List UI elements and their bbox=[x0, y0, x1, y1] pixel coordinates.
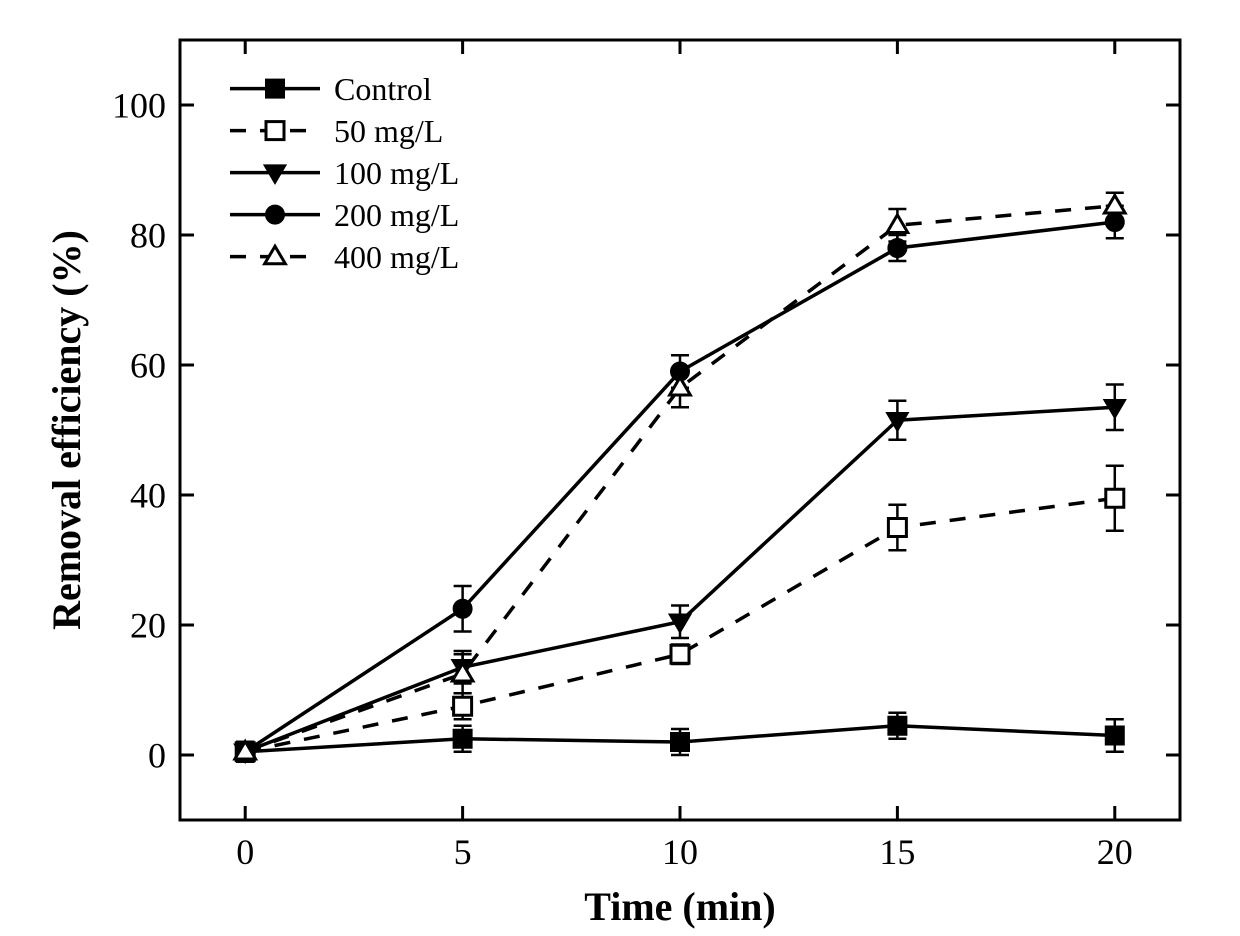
y-tick-label: 80 bbox=[130, 216, 166, 256]
y-tick-label: 20 bbox=[130, 606, 166, 646]
markers-group bbox=[235, 195, 1125, 762]
y-tick-label: 60 bbox=[130, 346, 166, 386]
x-tick-label: 20 bbox=[1097, 832, 1133, 872]
figure-container: 0 5 10 15 20 0 20 40 60 80 100 Time (min) Removal ef… bbox=[0, 0, 1240, 936]
series-line-d400 bbox=[245, 206, 1115, 752]
y-tick-label: 40 bbox=[130, 476, 166, 516]
legend-label-d400: 400 mg/L bbox=[334, 239, 459, 275]
x-tick-label: 15 bbox=[879, 832, 915, 872]
y-tick-label: 0 bbox=[148, 736, 166, 776]
series-line-d200 bbox=[245, 222, 1115, 752]
x-axis-label: Time (min) bbox=[584, 884, 775, 929]
x-tick-label: 0 bbox=[236, 832, 254, 872]
errorbars-group bbox=[236, 193, 1124, 762]
legend: Control 50 mg/L 100 mg/L 200 mg/L 400 mg/L bbox=[230, 71, 459, 275]
lines-group bbox=[245, 206, 1115, 752]
y-axis-label: Removal efficiency (%) bbox=[44, 230, 89, 630]
series-line-d100 bbox=[245, 407, 1115, 752]
legend-label-control: Control bbox=[334, 71, 432, 107]
legend-label-d50: 50 mg/L bbox=[334, 113, 443, 149]
legend-label-d200: 200 mg/L bbox=[334, 197, 459, 233]
line-chart: 0 5 10 15 20 0 20 40 60 80 100 Time (min) Removal ef… bbox=[0, 0, 1240, 936]
y-tick-label: 100 bbox=[112, 86, 166, 126]
legend-label-d100: 100 mg/L bbox=[334, 155, 459, 191]
x-tick-label: 5 bbox=[454, 832, 472, 872]
x-tick-label: 10 bbox=[662, 832, 698, 872]
